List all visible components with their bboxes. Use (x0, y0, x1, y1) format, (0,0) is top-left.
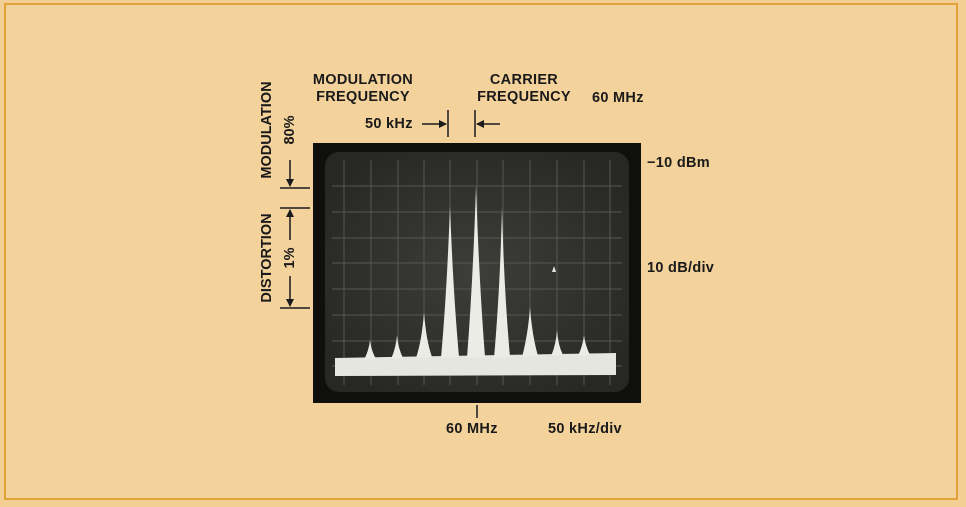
horizontal-scale-label: 50 kHz/div (548, 421, 622, 437)
sideband-peak (441, 206, 459, 358)
carrier-value-label: 60 MHz (592, 90, 644, 106)
carrier-peak (467, 186, 485, 358)
mod-spacing-label: 50 kHz (365, 116, 413, 132)
sideband-peak (391, 335, 403, 359)
carrier-frequency-line-1: CARRIER (489, 72, 559, 88)
sideband-peak (364, 340, 376, 360)
sideband-peak (416, 312, 432, 358)
marker-dot (552, 266, 556, 272)
modulation-frequency-label: MODULATION FREQUENCY (300, 72, 426, 106)
reference-level-label: −10 dBm (647, 155, 710, 171)
analyzer-screen (313, 143, 641, 403)
sideband-peak (522, 307, 538, 357)
modulation-frequency-line-2: FREQUENCY (316, 89, 410, 105)
sideband-peak (578, 335, 590, 356)
carrier-frequency-line-2: FREQUENCY (477, 89, 571, 105)
modulation-distortion-brackets (280, 160, 310, 309)
vertical-scale-label: 10 dB/div (647, 260, 715, 276)
sideband-peak (551, 330, 563, 356)
carrier-frequency-label: CARRIER FREQUENCY (466, 72, 582, 106)
spectrum-trace (364, 186, 590, 360)
center-frequency-label: 60 MHz (446, 421, 498, 437)
mod-spacing-arrows (422, 110, 500, 137)
sideband-peak (494, 208, 510, 358)
noise-floor (335, 353, 616, 376)
modulation-frequency-line-1: MODULATION (312, 72, 414, 88)
